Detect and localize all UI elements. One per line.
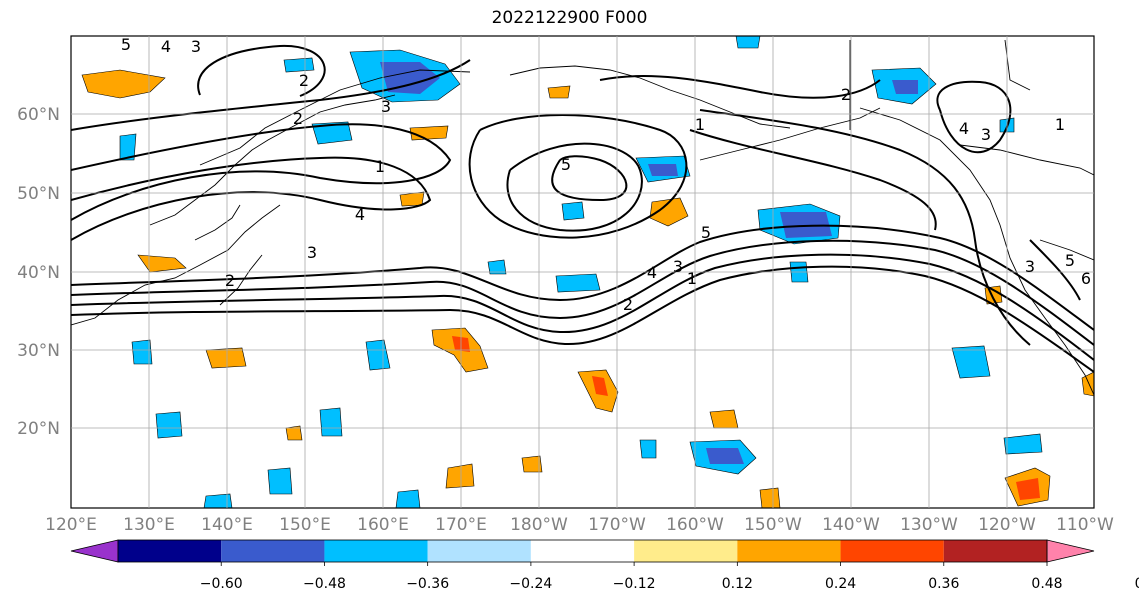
contour-lines — [71, 44, 1094, 373]
colorbar-tick-label: −0.60 — [200, 576, 243, 592]
contour-label: 4 — [355, 205, 365, 224]
longitude-label: 150°E — [279, 515, 331, 535]
contour-label: 4 — [161, 37, 171, 56]
latitude-label: 30°N — [17, 341, 60, 361]
colorbar — [70, 539, 1095, 563]
contour-label: 1 — [687, 269, 697, 288]
longitude-label: 170°E — [435, 515, 487, 535]
colorbar-swatch — [840, 540, 944, 562]
contour-label: 2 — [623, 295, 633, 314]
contour-label: 2 — [299, 71, 309, 90]
colorbar-swatch — [737, 540, 841, 562]
colorbar-swatch — [634, 540, 738, 562]
colorbar-tick-labels: −0.60 −0.48 −0.36 −0.24 −0.12 0.12 0.24 0.36 0.4… — [200, 562, 1139, 592]
contour-label: 5 — [1065, 251, 1075, 270]
colorbar-tick-label: −0.24 — [509, 576, 552, 592]
colorbar-extend-low — [70, 539, 119, 563]
latitude-labels: 60°N 50°N 40°N 30°N 20°N — [17, 105, 60, 439]
contour-label: 3 — [673, 257, 683, 276]
contour-label: 3 — [191, 37, 201, 56]
longitude-label: 110°W — [1056, 515, 1114, 535]
contour-label: 5 — [701, 223, 711, 242]
colorbar-tick-label: 0.36 — [928, 576, 959, 592]
colorbar-swatch — [221, 540, 325, 562]
longitude-label: 140°E — [201, 515, 253, 535]
colorbar-tick-label: −0.48 — [303, 576, 346, 592]
latitude-label: 60°N — [17, 105, 60, 125]
graticule — [71, 36, 1094, 508]
longitude-label: 130°E — [123, 515, 175, 535]
contour-label: 5 — [121, 35, 131, 54]
colorbar-outline — [117, 539, 1048, 563]
latitude-label: 50°N — [17, 184, 60, 204]
contour-label: 3 — [381, 97, 391, 116]
colorbar-tick-label: 0.48 — [1031, 576, 1062, 592]
colorbar-swatch — [943, 540, 1047, 562]
longitude-label: 120°W — [978, 515, 1036, 535]
colorbar-tick-label: −0.36 — [406, 576, 449, 592]
latitude-label: 40°N — [17, 263, 60, 283]
contour-label: 3 — [307, 243, 317, 262]
colorbar-tick-label: 0.12 — [722, 576, 753, 592]
contour-label: 3 — [981, 125, 991, 144]
longitude-label: 160°E — [357, 515, 409, 535]
colorbar-swatch — [324, 540, 428, 562]
longitude-label: 160°W — [666, 515, 724, 535]
contour-label: 5 — [561, 155, 571, 174]
contour-label: 4 — [647, 263, 657, 282]
colorbar-swatch — [530, 540, 635, 562]
colorbar-extend-high — [1046, 539, 1095, 563]
contour-label: 1 — [1055, 115, 1065, 134]
contour-label: 6 — [1081, 269, 1091, 288]
longitude-label: 180°W — [510, 515, 568, 535]
latitude-label: 20°N — [17, 419, 60, 439]
contour-label: 3 — [1025, 257, 1035, 276]
contour-label: 1 — [695, 115, 705, 134]
map-title: 2022122900 F000 — [491, 8, 648, 28]
colorbar-swatch — [118, 540, 222, 562]
colorbar-swatch — [427, 540, 531, 562]
contour-label: 4 — [959, 119, 969, 138]
longitude-label: 150°W — [744, 515, 802, 535]
longitude-label: 130°W — [900, 515, 958, 535]
contour-label: 2 — [293, 109, 303, 128]
longitude-label: 120°E — [45, 515, 97, 535]
longitude-label: 140°W — [822, 515, 880, 535]
longitude-labels: 120°E 130°E 140°E 150°E 160°E 170°E 180°W 170°W… — [45, 515, 1114, 535]
colorbar-tick-label: −0.12 — [613, 576, 656, 592]
contour-label: 2 — [841, 85, 851, 104]
colorbar-tick-label: 0.24 — [825, 576, 856, 592]
longitude-label: 170°W — [588, 515, 646, 535]
colorbar-tick-label: 0.60 — [1135, 576, 1139, 592]
contour-label: 1 — [375, 157, 385, 176]
contour-label: 2 — [225, 271, 235, 290]
